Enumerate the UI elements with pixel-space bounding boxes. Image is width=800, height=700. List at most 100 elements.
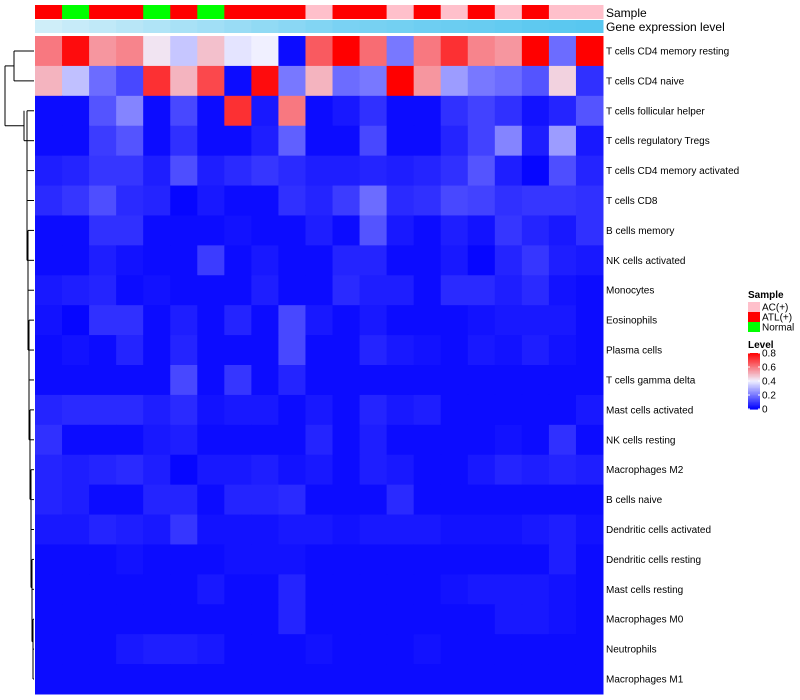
- heatmap-cell: [386, 484, 415, 516]
- heatmap-cell: [467, 245, 496, 276]
- heatmap-cell: [143, 484, 171, 516]
- heatmap-cell: [143, 125, 171, 157]
- heatmap-cell: [575, 305, 604, 336]
- heatmap-cell: [116, 574, 144, 605]
- heatmap-cell: [575, 634, 604, 665]
- colorbar-segment: [748, 389, 760, 392]
- heatmap-cell: [521, 305, 550, 336]
- heatmap-cell: [197, 65, 225, 97]
- heatmap-cell: [89, 275, 117, 306]
- heatmap-cell: [386, 544, 415, 575]
- heatmap-cell: [494, 275, 523, 306]
- heatmap-cell: [143, 275, 171, 306]
- heatmap-cell: [440, 275, 469, 306]
- heatmap-cell: [575, 335, 604, 366]
- heatmap-cell: [386, 514, 415, 545]
- heatmap-cell: [278, 95, 306, 127]
- row-label: Mast cells resting: [606, 585, 683, 596]
- row-label: Macrophages M2: [606, 465, 684, 476]
- heatmap-cell: [197, 604, 225, 635]
- heatmap-cell: [35, 664, 63, 695]
- heatmap-cell: [305, 394, 334, 426]
- heatmap-cell: [116, 335, 144, 366]
- heatmap-cell: [494, 125, 523, 157]
- column-annotations: [35, 5, 604, 33]
- heatmap-cell: [89, 36, 117, 67]
- heatmap-cell: [89, 215, 117, 246]
- heatmap-cell: [278, 125, 306, 157]
- heatmap-cell: [413, 604, 442, 635]
- heatmap-cell: [143, 365, 171, 396]
- colorbar-segment: [748, 392, 760, 395]
- heatmap-cell: [143, 394, 171, 426]
- heatmap-cell: [143, 185, 171, 216]
- heatmap-cell: [521, 574, 550, 605]
- heatmap-cell: [197, 544, 225, 575]
- colorbar-segment: [748, 407, 760, 410]
- heatmap-cell: [494, 514, 523, 545]
- heatmap-cell: [89, 514, 117, 545]
- heatmap-cell: [386, 65, 415, 97]
- heatmap-cell: [467, 664, 496, 695]
- heatmap-cell: [251, 484, 279, 516]
- heatmap-cell: [359, 335, 388, 366]
- sample-annotation-cell: [197, 5, 225, 19]
- heatmap-cell: [224, 424, 252, 456]
- heatmap-cell: [575, 125, 604, 157]
- heatmap-cell: [62, 185, 90, 216]
- heatmap-cell: [440, 454, 469, 486]
- heatmap-cell: [35, 305, 63, 336]
- row-label: T cells CD4 memory activated: [606, 166, 739, 177]
- heatmap-cell: [35, 125, 63, 157]
- heatmap-cell: [35, 514, 63, 545]
- heatmap-cell: [467, 215, 496, 246]
- heatmap-cell: [332, 514, 361, 545]
- heatmap-cell: [413, 215, 442, 246]
- expression-annotation-cell: [413, 20, 442, 33]
- heatmap-cell: [305, 305, 334, 336]
- heatmap-cell: [251, 155, 279, 187]
- heatmap-cell: [278, 604, 306, 635]
- colorbar-segment: [748, 390, 760, 393]
- heatmap-cell: [494, 424, 523, 456]
- heatmap-cell: [197, 36, 225, 67]
- heatmap-cell: [62, 424, 90, 456]
- heatmap-cell: [224, 664, 252, 695]
- heatmap-cell: [467, 125, 496, 157]
- heatmap-cell: [305, 36, 334, 67]
- heatmap-cell: [359, 604, 388, 635]
- heatmap-cell: [467, 275, 496, 306]
- heatmap-cell: [224, 275, 252, 306]
- heatmap-cell: [224, 335, 252, 366]
- heatmap-cell: [467, 634, 496, 665]
- heatmap-cell: [251, 365, 279, 396]
- heatmap-cell: [197, 95, 225, 127]
- heatmap-cell: [305, 215, 334, 246]
- heatmap-cell: [197, 634, 225, 665]
- heatmap-cell: [359, 454, 388, 486]
- heatmap-cell: [305, 365, 334, 396]
- heatmap-cell: [548, 65, 577, 97]
- heatmap-cell: [332, 544, 361, 575]
- colorbar-segment: [748, 385, 760, 388]
- colorbar-segment: [748, 355, 760, 358]
- heatmap-cell: [197, 185, 225, 216]
- expression-annotation-cell: [89, 20, 117, 33]
- heatmap-cell: [224, 544, 252, 575]
- heatmap-cell: [467, 335, 496, 366]
- heatmap-cell: [467, 604, 496, 635]
- heatmap-cell: [197, 394, 225, 426]
- heatmap-cell: [386, 454, 415, 486]
- heatmap-cell: [62, 245, 90, 276]
- heatmap-cell: [467, 365, 496, 396]
- heatmap-cell: [548, 185, 577, 216]
- heatmap-cell: [521, 424, 550, 456]
- heatmap-cell: [494, 365, 523, 396]
- heatmap-cell: [251, 36, 279, 67]
- heatmap-cell: [89, 155, 117, 187]
- heatmap-cell: [332, 424, 361, 456]
- colorbar-segment: [748, 396, 760, 399]
- heatmap-cell: [548, 215, 577, 246]
- heatmap-cell: [440, 335, 469, 366]
- heatmap-cell: [494, 95, 523, 127]
